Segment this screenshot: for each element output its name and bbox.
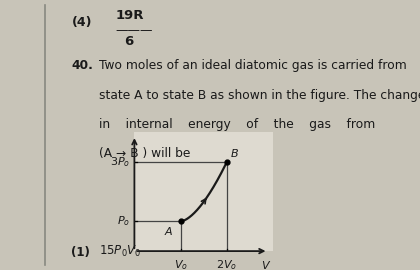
Text: (4): (4) [71, 16, 92, 29]
Text: B: B [231, 149, 238, 159]
Text: $2V_o$: $2V_o$ [216, 259, 237, 270]
Text: state A to state B as shown in the figure. The change: state A to state B as shown in the figur… [99, 89, 420, 102]
Text: 19R: 19R [116, 9, 144, 22]
Text: (A → B ) will be: (A → B ) will be [99, 147, 190, 160]
Text: ———: ——— [116, 24, 153, 37]
Text: 15$P_0$$V_0$: 15$P_0$$V_0$ [99, 244, 141, 259]
Text: A: A [165, 227, 172, 237]
Text: in    internal    energy    of    the    gas    from: in internal energy of the gas from [99, 118, 375, 131]
Text: 6: 6 [124, 35, 133, 48]
Text: $P_o$: $P_o$ [117, 214, 130, 228]
Text: $3P_o$: $3P_o$ [110, 155, 130, 169]
Text: $V_o$: $V_o$ [173, 259, 188, 270]
Text: Two moles of an ideal diatomic gas is carried from: Two moles of an ideal diatomic gas is ca… [99, 59, 407, 72]
Text: (1): (1) [71, 246, 90, 259]
Text: 40.: 40. [71, 59, 93, 72]
Text: $V$: $V$ [261, 259, 271, 270]
